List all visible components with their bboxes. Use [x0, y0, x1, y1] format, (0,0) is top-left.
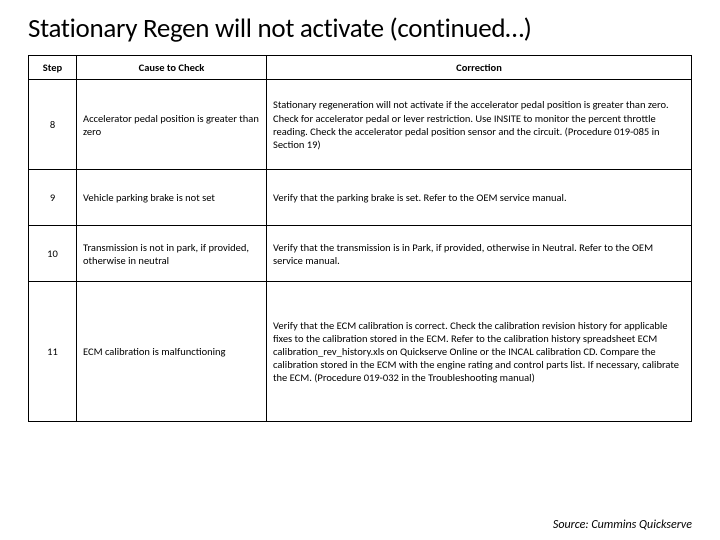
- source-citation: Source: Cummins Quickserve: [553, 518, 692, 532]
- cell-correction: Verify that the ECM calibration is corre…: [267, 282, 692, 422]
- page-title: Stationary Regen will not activate (cont…: [28, 12, 692, 45]
- cell-cause: Accelerator pedal position is greater th…: [77, 80, 267, 170]
- cell-correction: Verify that the parking brake is set. Re…: [267, 170, 692, 226]
- slide-container: Stationary Regen will not activate (cont…: [0, 0, 720, 430]
- troubleshooting-table: Step Cause to Check Correction 8 Acceler…: [28, 55, 692, 422]
- table-row: 10 Transmission is not in park, if provi…: [29, 226, 692, 282]
- cell-correction: Verify that the transmission is in Park,…: [267, 226, 692, 282]
- cell-cause: ECM calibration is malfunctioning: [77, 282, 267, 422]
- cell-cause: Vehicle parking brake is not set: [77, 170, 267, 226]
- col-header-correction: Correction: [267, 56, 692, 80]
- col-header-cause: Cause to Check: [77, 56, 267, 80]
- table-row: 9 Vehicle parking brake is not set Verif…: [29, 170, 692, 226]
- cell-step: 10: [29, 226, 77, 282]
- cell-correction: Stationary regeneration will not activat…: [267, 80, 692, 170]
- table-row: 11 ECM calibration is malfunctioning Ver…: [29, 282, 692, 422]
- cell-step: 9: [29, 170, 77, 226]
- col-header-step: Step: [29, 56, 77, 80]
- table-header-row: Step Cause to Check Correction: [29, 56, 692, 80]
- cell-step: 8: [29, 80, 77, 170]
- table-row: 8 Accelerator pedal position is greater …: [29, 80, 692, 170]
- cell-cause: Transmission is not in park, if provided…: [77, 226, 267, 282]
- cell-step: 11: [29, 282, 77, 422]
